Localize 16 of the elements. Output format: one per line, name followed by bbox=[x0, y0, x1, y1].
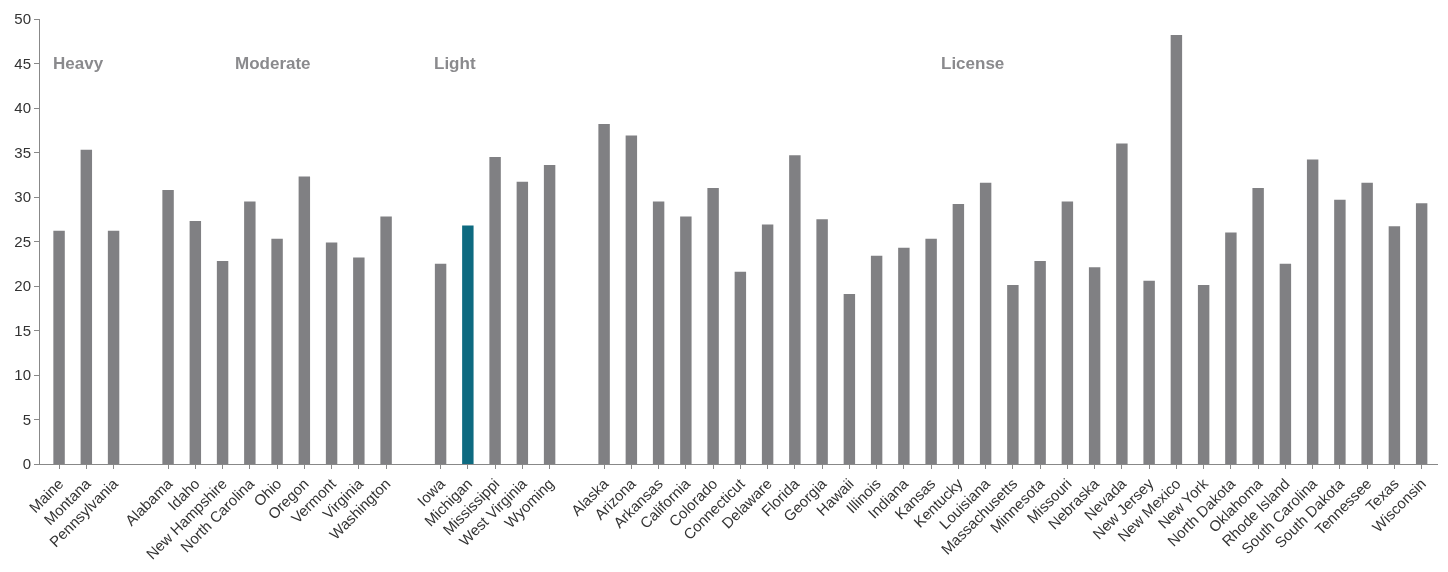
y-tick-label: 50 bbox=[14, 10, 31, 28]
y-tick-label: 30 bbox=[14, 188, 31, 206]
y-tick-label: 45 bbox=[14, 54, 31, 72]
y-tick-label: 10 bbox=[14, 366, 31, 384]
y-tick-label: 5 bbox=[22, 410, 31, 428]
y-tick-label: 40 bbox=[14, 99, 31, 117]
annotation: Light bbox=[434, 54, 476, 73]
bar bbox=[462, 225, 474, 464]
annotation: Heavy bbox=[53, 54, 104, 73]
y-tick-label: 20 bbox=[14, 277, 31, 295]
y-tick-label: 35 bbox=[14, 143, 31, 161]
annotation: Moderate bbox=[235, 54, 311, 73]
y-tick-label: 15 bbox=[14, 321, 31, 339]
y-tick-label: 25 bbox=[14, 232, 31, 250]
y-tick-label: 0 bbox=[22, 455, 31, 473]
annotation: License bbox=[941, 54, 1005, 73]
